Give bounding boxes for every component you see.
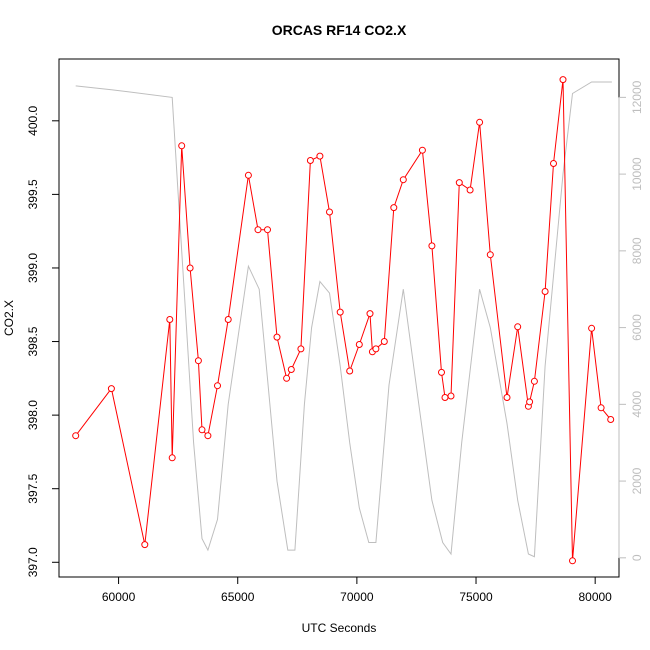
- co2-point: [214, 382, 221, 390]
- co2-point: [418, 146, 426, 154]
- co2-point: [224, 316, 232, 323]
- y2-tick-label: 8000: [630, 237, 644, 264]
- altitude-series-layer: [75, 81, 612, 558]
- x-tick-label: 80000: [578, 590, 612, 604]
- y2-tick-label: 10000: [630, 157, 644, 191]
- y-tick-label: 399.5: [26, 179, 40, 209]
- co2-point: [178, 142, 186, 150]
- co2-point: [372, 345, 380, 353]
- x-tick-label: 60000: [102, 590, 136, 604]
- co2-point: [541, 288, 549, 295]
- co2-point: [569, 557, 576, 565]
- co2-point: [390, 204, 398, 212]
- co2-point: [326, 208, 333, 216]
- co2-point: [168, 454, 176, 462]
- co2-point: [503, 394, 511, 401]
- co2-point: [514, 323, 522, 331]
- co2-point: [264, 226, 271, 234]
- co2-point: [455, 179, 463, 187]
- co2-point: [355, 341, 363, 348]
- y2-tick-label: 4000: [630, 391, 644, 418]
- y-tick-label: 400.0: [26, 105, 40, 135]
- y-tick-label: 398.0: [26, 400, 40, 430]
- co2-point: [141, 541, 149, 549]
- co2-point: [526, 398, 534, 406]
- co2-point: [476, 118, 484, 126]
- co2-point: [441, 394, 449, 401]
- co2-point: [107, 385, 115, 393]
- y-axis-left: 397.0 397.5 398.0 398.5 399.0 399.5 400.0: [26, 105, 60, 577]
- co2-point: [550, 160, 557, 167]
- co2-point: [346, 367, 354, 375]
- co2-point: [204, 432, 212, 440]
- co2-point: [254, 226, 262, 234]
- co2-point: [306, 157, 314, 164]
- co2-point: [166, 316, 174, 323]
- co2-point: [399, 176, 407, 184]
- co2-point: [366, 310, 374, 318]
- co2-point: [72, 432, 80, 440]
- co2-series-layer: [72, 76, 615, 565]
- y-axis-label: CO2.X: [2, 300, 16, 336]
- co2-point: [336, 308, 344, 316]
- co2-point: [283, 374, 291, 382]
- altitude-line: [75, 81, 612, 558]
- y-tick-label: 399.0: [26, 253, 40, 283]
- co2-point: [186, 264, 194, 272]
- y2-tick-label: 6000: [630, 314, 644, 341]
- co2-point: [297, 345, 305, 353]
- co2-point: [316, 152, 324, 160]
- co2-point: [486, 251, 494, 259]
- y2-tick-label: 2000: [630, 467, 644, 494]
- co2-point: [198, 426, 206, 434]
- co2-point: [597, 404, 605, 412]
- co2-point: [380, 338, 388, 345]
- co2-point: [273, 333, 281, 341]
- co2-point: [287, 366, 295, 373]
- x-axis-label: UTC Seconds: [302, 621, 377, 635]
- co2-point: [588, 324, 596, 332]
- x-tick-label: 65000: [221, 590, 255, 604]
- x-axis: 60000 65000 70000 75000 80000: [102, 576, 612, 604]
- y-tick-label: 397.5: [26, 473, 40, 503]
- co2-point: [428, 242, 436, 250]
- co2-point: [447, 392, 455, 400]
- y-axis-right: 0 2000 4000 6000 8000 10000 12000: [618, 80, 644, 561]
- y2-tick-label: 12000: [630, 80, 644, 114]
- co2-point: [438, 368, 445, 376]
- co2-point: [607, 416, 615, 423]
- y-tick-label: 397.0: [26, 547, 40, 577]
- co2-point: [194, 357, 202, 365]
- x-tick-label: 70000: [340, 590, 374, 604]
- co2-point: [559, 76, 567, 84]
- co2-point: [466, 186, 474, 194]
- y-tick-label: 398.5: [26, 326, 40, 356]
- y2-tick-label: 0: [630, 554, 644, 561]
- co2-point: [530, 377, 538, 385]
- x-tick-label: 75000: [459, 590, 493, 604]
- chart-title: ORCAS RF14 CO2.X: [272, 22, 407, 38]
- co2-point: [244, 171, 252, 179]
